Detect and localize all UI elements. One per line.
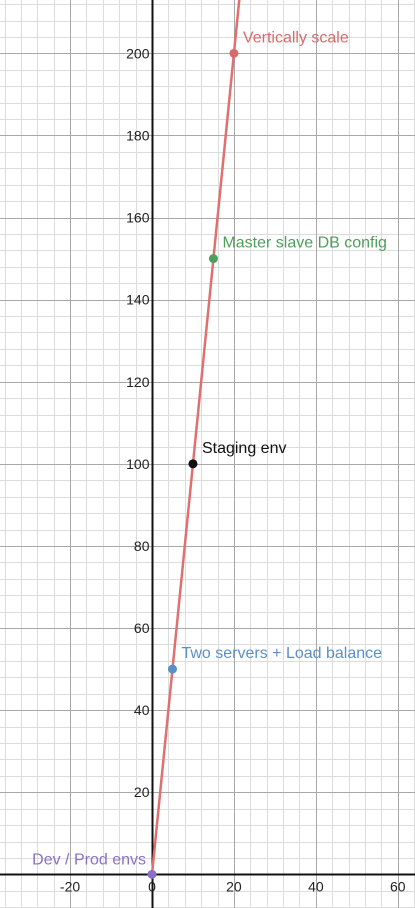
point-label: Vertically scale [243, 29, 349, 46]
y-tick-label: 40 [134, 702, 150, 718]
y-tick-label: 160 [126, 210, 150, 226]
data-point [208, 254, 218, 264]
point-label: Two servers + Load balance [181, 645, 382, 662]
data-point [167, 664, 177, 674]
series [147, 0, 241, 879]
point-label: Master slave DB config [222, 235, 387, 252]
data-point [147, 869, 157, 879]
y-tick-label: 200 [126, 45, 150, 61]
y-tick-label: 120 [126, 374, 150, 390]
x-tick-label: 40 [308, 879, 324, 895]
point-labels: Dev / Prod envs Two servers + Load balanc… [32, 29, 387, 868]
data-point [188, 459, 198, 469]
point-label: Staging env [202, 440, 287, 457]
x-tick-label: -20 [60, 879, 80, 895]
y-tick-label: 60 [134, 620, 150, 636]
x-tick-label: 0 [148, 879, 156, 895]
trend-line [150, 0, 241, 876]
y-tick-label: 80 [134, 538, 150, 554]
x-tick-label: 60 [390, 879, 406, 895]
y-tick-label: 100 [126, 456, 150, 472]
y-tick-label: 140 [126, 292, 150, 308]
y-tick-label: 20 [134, 784, 150, 800]
tick-labels: -20 0 20 40 60 20 40 60 80 100 120 140 160 180 200 [60, 45, 406, 894]
data-point [229, 48, 239, 58]
point-label: Dev / Prod envs [32, 851, 146, 868]
y-tick-label: 180 [126, 127, 150, 143]
x-tick-label: 20 [226, 879, 242, 895]
